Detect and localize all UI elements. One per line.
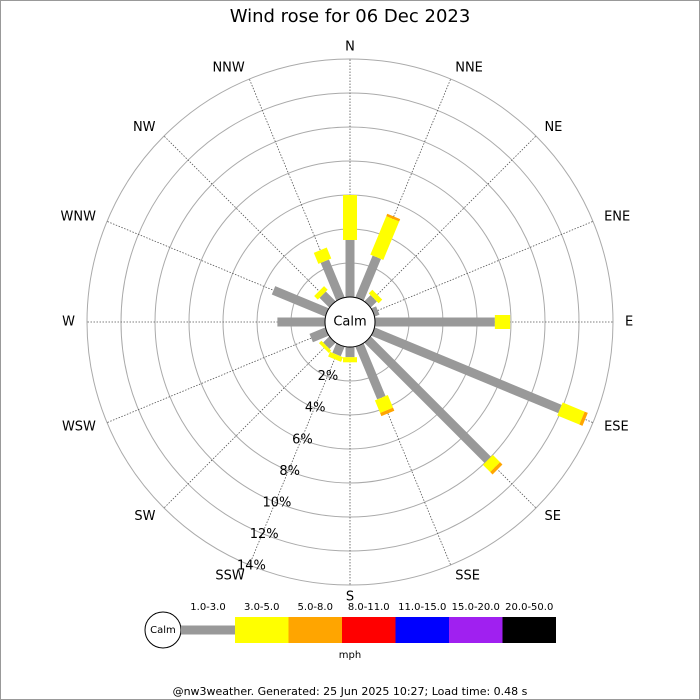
wind-bar	[332, 343, 345, 357]
chart-title: Wind rose for 06 Dec 2023	[230, 6, 471, 27]
grid-ring	[188, 160, 512, 484]
footer: @nw3weather. Generated: 25 Jun 2025 10:2…	[173, 685, 528, 698]
wind-bar	[374, 395, 394, 413]
direction-spoke	[248, 321, 351, 566]
wind-bar	[386, 213, 401, 222]
wind-bar	[328, 351, 343, 362]
direction-label: NNW	[212, 60, 244, 75]
legend-swatch	[502, 617, 556, 643]
direction-label: NE	[544, 120, 562, 135]
wind-bar	[271, 286, 329, 317]
wind-bar	[319, 291, 336, 308]
wind-bar	[364, 336, 492, 464]
wind-bar	[557, 402, 585, 425]
direction-label: ENE	[604, 209, 630, 224]
ring-label: 8%	[279, 464, 300, 479]
legend-label: 3.0-5.0	[244, 602, 279, 613]
direction-spoke	[349, 78, 452, 323]
direction-label: WSW	[62, 420, 96, 435]
direction-label: NW	[133, 120, 156, 135]
direction-label: E	[625, 315, 633, 330]
legend-swatch	[395, 617, 449, 643]
legend-swatch	[342, 617, 396, 643]
ring-label: 12%	[250, 527, 279, 542]
ring-label: 14%	[237, 558, 266, 573]
direction-label: SW	[134, 509, 155, 524]
direction-label: WNW	[60, 209, 96, 224]
ring-label: 10%	[262, 495, 291, 510]
wind-bar	[320, 259, 345, 301]
wind-bar	[482, 454, 501, 473]
wind-bar	[355, 343, 386, 400]
direction-label: S	[346, 590, 354, 605]
legend-swatch	[449, 617, 503, 643]
direction-spoke	[163, 321, 351, 509]
direction-label: N	[345, 40, 355, 55]
wind-bar	[314, 286, 328, 300]
legend-label: 8.0-11.0	[348, 602, 390, 613]
ring-label: 2%	[318, 369, 339, 384]
wind-bar	[371, 327, 562, 414]
wind-bar	[380, 407, 395, 417]
direction-label: W	[62, 315, 75, 330]
direction-spoke	[106, 321, 351, 424]
wind-bar	[318, 340, 332, 354]
ring-label: 4%	[305, 401, 326, 416]
legend-label: 15.0-20.0	[452, 602, 500, 613]
legend-swatch	[235, 617, 289, 643]
legend-label: 5.0-8.0	[298, 602, 333, 613]
direction-spoke	[163, 135, 351, 323]
unit-label: mph	[339, 650, 361, 661]
legend-swatch	[288, 617, 342, 643]
wind-bar	[364, 295, 377, 308]
legend-label: 20.0-50.0	[505, 602, 553, 613]
ring-label: 6%	[292, 432, 313, 447]
wind-bar	[313, 247, 332, 264]
direction-label: SSW	[215, 569, 245, 584]
legend-calm-label: Calm	[150, 625, 176, 636]
direction-spoke	[349, 135, 537, 323]
direction-spoke	[349, 321, 452, 566]
direction-label: SSE	[455, 569, 480, 584]
legend-label: 1.0-3.0	[190, 602, 225, 613]
calm-circle	[324, 296, 376, 348]
wind-bar	[490, 462, 503, 475]
direction-spoke	[248, 78, 351, 323]
calm-label: Calm	[333, 315, 366, 330]
wind-bar	[370, 216, 400, 260]
wind-bar	[371, 306, 380, 317]
direction-spoke	[349, 220, 594, 323]
grid-ring	[86, 58, 614, 586]
wind-bar	[323, 336, 336, 349]
direction-spoke	[349, 321, 537, 509]
legend-label: 11.0-15.0	[398, 602, 446, 613]
direction-label: ESE	[604, 420, 629, 435]
direction-label: SE	[544, 509, 560, 524]
direction-spoke	[106, 220, 351, 323]
wind-bar	[368, 289, 383, 304]
wind-bar	[355, 255, 381, 301]
wind-bar	[309, 327, 329, 343]
direction-label: NNE	[455, 60, 483, 75]
wind-bar	[579, 411, 588, 426]
